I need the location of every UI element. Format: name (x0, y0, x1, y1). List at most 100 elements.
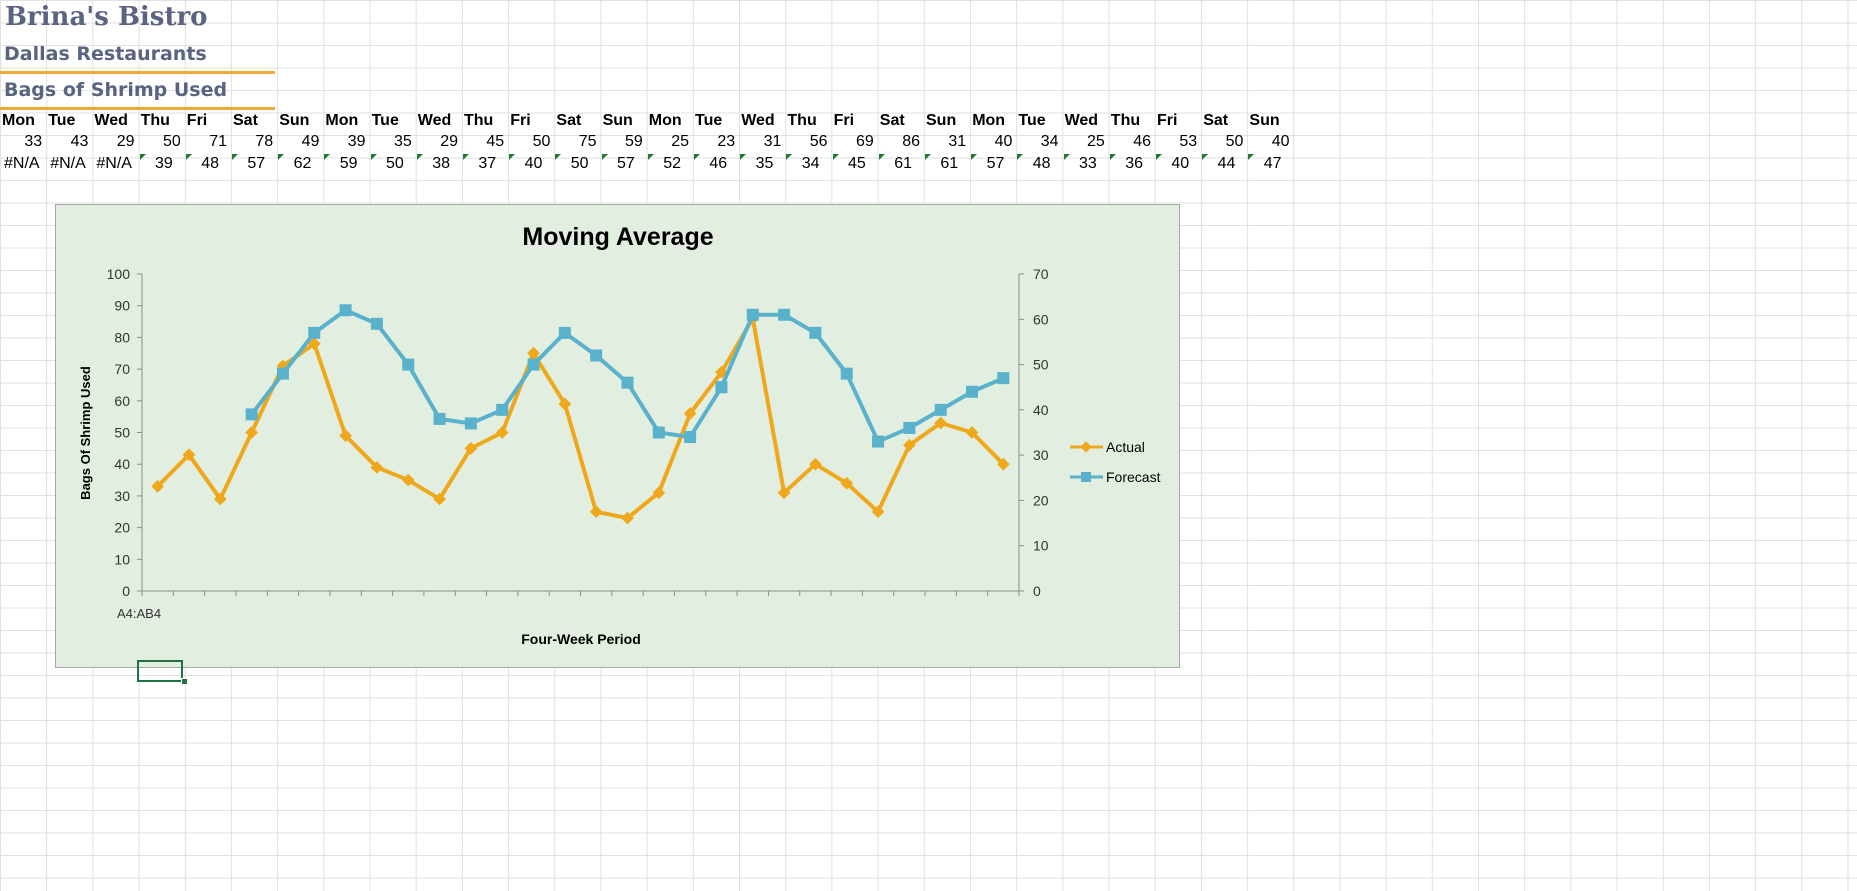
day-header-cell[interactable]: Wed (94, 112, 128, 129)
actual-value-cell[interactable]: 71 (209, 133, 227, 150)
forecast-value-cell[interactable]: 48 (1032, 155, 1051, 172)
actual-value-cell[interactable]: 49 (301, 133, 320, 150)
actual-value-cell[interactable]: 86 (902, 133, 920, 150)
forecast-value-cell[interactable]: 50 (385, 155, 404, 172)
actual-value-cell[interactable]: 50 (532, 133, 551, 150)
day-header-cell[interactable]: Fri (186, 112, 208, 129)
actual-value-cell[interactable]: 31 (763, 133, 782, 150)
actual-value-cell[interactable]: 29 (440, 133, 458, 150)
day-header-cell[interactable]: Thu (787, 112, 817, 129)
actual-data-point (245, 426, 258, 439)
day-header-cell[interactable]: Wed (741, 112, 775, 129)
active-cell-selection[interactable] (137, 660, 183, 682)
error-indicator-icon (925, 154, 931, 160)
forecast-value-cell[interactable]: 36 (1125, 155, 1143, 172)
forecast-value-cell[interactable]: 46 (709, 155, 728, 172)
actual-value-cell[interactable]: 59 (624, 133, 643, 150)
actual-value-cell[interactable]: 33 (24, 133, 43, 150)
day-header-cell[interactable]: Mon (648, 112, 682, 129)
day-header-cell[interactable]: Sun (602, 112, 633, 129)
forecast-data-point (370, 317, 383, 330)
actual-series-line (155, 316, 1006, 521)
day-header-cell[interactable]: Thu (1110, 112, 1141, 129)
forecast-value-cell[interactable]: 40 (1171, 155, 1190, 172)
forecast-value-cell[interactable]: 39 (154, 155, 173, 172)
actual-value-cell[interactable]: 35 (393, 133, 412, 150)
actual-value-cell[interactable]: 75 (578, 133, 597, 150)
actual-value-cell[interactable]: 50 (162, 133, 181, 150)
actual-value-cell[interactable]: 29 (116, 133, 135, 150)
day-header-cell[interactable]: Mon (972, 112, 1006, 129)
actual-data-point (433, 492, 446, 506)
actual-value-cell[interactable]: 40 (994, 133, 1013, 150)
forecast-value-cell[interactable]: 40 (524, 155, 543, 172)
day-header-cell[interactable]: Fri (833, 112, 855, 129)
day-header-cell[interactable]: Tue (1018, 112, 1046, 129)
forecast-value-cell[interactable]: 57 (616, 155, 635, 172)
actual-value-cell[interactable]: 31 (948, 133, 967, 150)
actual-value-cell[interactable]: 25 (671, 133, 689, 150)
forecast-value-cell[interactable]: 35 (755, 155, 774, 172)
forecast-value-cell[interactable]: 34 (801, 155, 820, 172)
forecast-value-cell[interactable]: 50 (570, 155, 589, 172)
day-header-cell[interactable]: Mon (325, 112, 359, 129)
fill-handle[interactable] (181, 678, 188, 685)
day-header-cell[interactable]: Fri (1157, 112, 1178, 129)
day-header-cell[interactable]: Sat (556, 112, 582, 129)
day-header-cell[interactable]: Tue (48, 112, 76, 129)
actual-value-cell[interactable]: 78 (255, 133, 274, 150)
day-header-cell[interactable]: Sat (879, 112, 905, 129)
day-header-cell[interactable]: Sun (1249, 112, 1280, 129)
day-header-cell[interactable]: Sun (279, 112, 310, 129)
error-indicator-icon (832, 154, 839, 160)
actual-value-cell[interactable]: 46 (1133, 133, 1151, 150)
forecast-data-point (715, 381, 728, 394)
actual-value-cell[interactable]: 39 (347, 133, 366, 150)
actual-value-cell[interactable]: 50 (1225, 133, 1244, 150)
day-header-cell[interactable]: Mon (2, 112, 35, 129)
day-header-cell[interactable]: Wed (417, 112, 452, 129)
forecast-value-cell[interactable]: #N/A (96, 155, 132, 172)
forecast-data-point (652, 426, 665, 439)
forecast-value-cell[interactable]: 61 (940, 155, 959, 172)
forecast-value-cell[interactable]: 38 (432, 155, 450, 172)
forecast-value-cell[interactable]: 57 (986, 155, 1005, 172)
day-header-cell[interactable]: Tue (371, 112, 399, 129)
error-indicator-icon (370, 154, 377, 160)
day-header-cell[interactable]: Thu (464, 112, 494, 129)
actual-value-cell[interactable]: 69 (855, 133, 874, 150)
forecast-value-cell[interactable]: #N/A (50, 155, 86, 172)
forecast-value-cell[interactable]: 47 (1263, 155, 1282, 172)
day-header-cell[interactable]: Wed (1064, 112, 1099, 129)
actual-value-cell[interactable]: 45 (486, 133, 505, 150)
day-header-cell[interactable]: Sat (1203, 112, 1229, 129)
left-axis-tick-label: 80 (114, 329, 130, 345)
day-header-cell[interactable]: Tue (695, 112, 723, 129)
actual-value-cell[interactable]: 53 (1179, 133, 1198, 150)
actual-value-cell[interactable]: 40 (1271, 133, 1290, 150)
actual-value-cell[interactable]: 25 (1086, 133, 1105, 150)
forecast-value-cell[interactable]: 37 (478, 155, 497, 172)
forecast-value-cell[interactable]: 45 (847, 155, 866, 172)
forecast-value-cell[interactable]: 57 (247, 155, 266, 172)
x-axis-title: Four-Week Period (521, 631, 641, 647)
forecast-value-cell[interactable]: 59 (339, 155, 358, 172)
left-axis-tick-label: 60 (114, 393, 130, 409)
actual-value-cell[interactable]: 56 (809, 133, 828, 150)
forecast-value-cell[interactable]: 48 (201, 155, 219, 172)
day-header-cell[interactable]: Thu (140, 112, 170, 129)
actual-value-cell[interactable]: 43 (70, 133, 89, 150)
actual-value-cell[interactable]: 34 (1040, 133, 1059, 150)
forecast-value-cell[interactable]: #N/A (4, 155, 40, 172)
day-header-cell[interactable]: Sun (926, 112, 957, 129)
forecast-value-cell[interactable]: 61 (894, 155, 912, 172)
moving-average-chart[interactable]: Moving Average 0 10 20 30 40 50 60 70 80 90 100 0 10… (56, 205, 1181, 669)
actual-value-cell[interactable]: 23 (717, 133, 736, 150)
forecast-value-cell[interactable]: 52 (663, 155, 681, 172)
forecast-value-cell[interactable]: 33 (1078, 155, 1097, 172)
chart-area[interactable]: Moving Average 0 10 20 30 40 50 60 70 80 90 100 0 10… (55, 204, 1180, 668)
forecast-value-cell[interactable]: 62 (293, 155, 312, 172)
day-header-cell[interactable]: Sat (233, 112, 258, 129)
day-header-cell[interactable]: Fri (510, 112, 531, 129)
forecast-value-cell[interactable]: 44 (1217, 155, 1236, 172)
